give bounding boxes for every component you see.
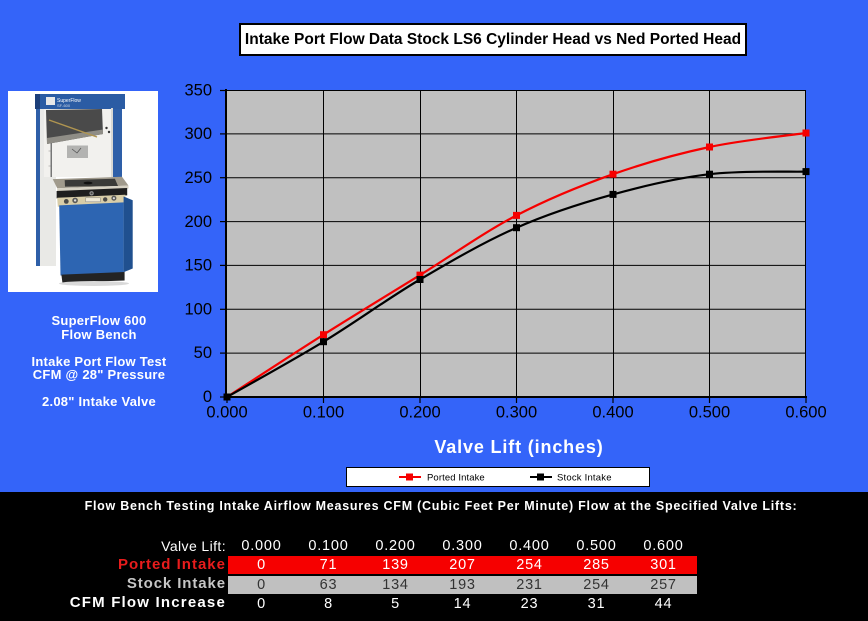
svg-text:0.100: 0.100 bbox=[303, 404, 344, 422]
svg-text:0.600: 0.600 bbox=[785, 404, 826, 422]
svg-text:0: 0 bbox=[203, 388, 212, 406]
svg-text:0.400: 0.400 bbox=[592, 404, 633, 422]
svg-text:350: 350 bbox=[184, 82, 212, 100]
svg-text:200: 200 bbox=[184, 213, 212, 231]
svg-text:100: 100 bbox=[184, 301, 212, 319]
svg-text:Stock Intake: Stock Intake bbox=[557, 473, 612, 484]
svg-text:250: 250 bbox=[184, 169, 212, 187]
svg-text:150: 150 bbox=[184, 257, 212, 275]
svg-text:0.200: 0.200 bbox=[399, 404, 440, 422]
svg-text:300: 300 bbox=[184, 125, 212, 143]
svg-text:0.500: 0.500 bbox=[689, 404, 730, 422]
svg-text:0.000: 0.000 bbox=[206, 404, 247, 422]
svg-text:SuperFlow: SuperFlow bbox=[57, 98, 81, 104]
svg-text:Valve Lift (inches): Valve Lift (inches) bbox=[434, 437, 603, 457]
svg-text:Ported Intake: Ported Intake bbox=[427, 473, 485, 484]
svg-text:SF-600: SF-600 bbox=[57, 103, 71, 108]
svg-text:0.300: 0.300 bbox=[496, 404, 537, 422]
svg-text:50: 50 bbox=[194, 344, 212, 362]
